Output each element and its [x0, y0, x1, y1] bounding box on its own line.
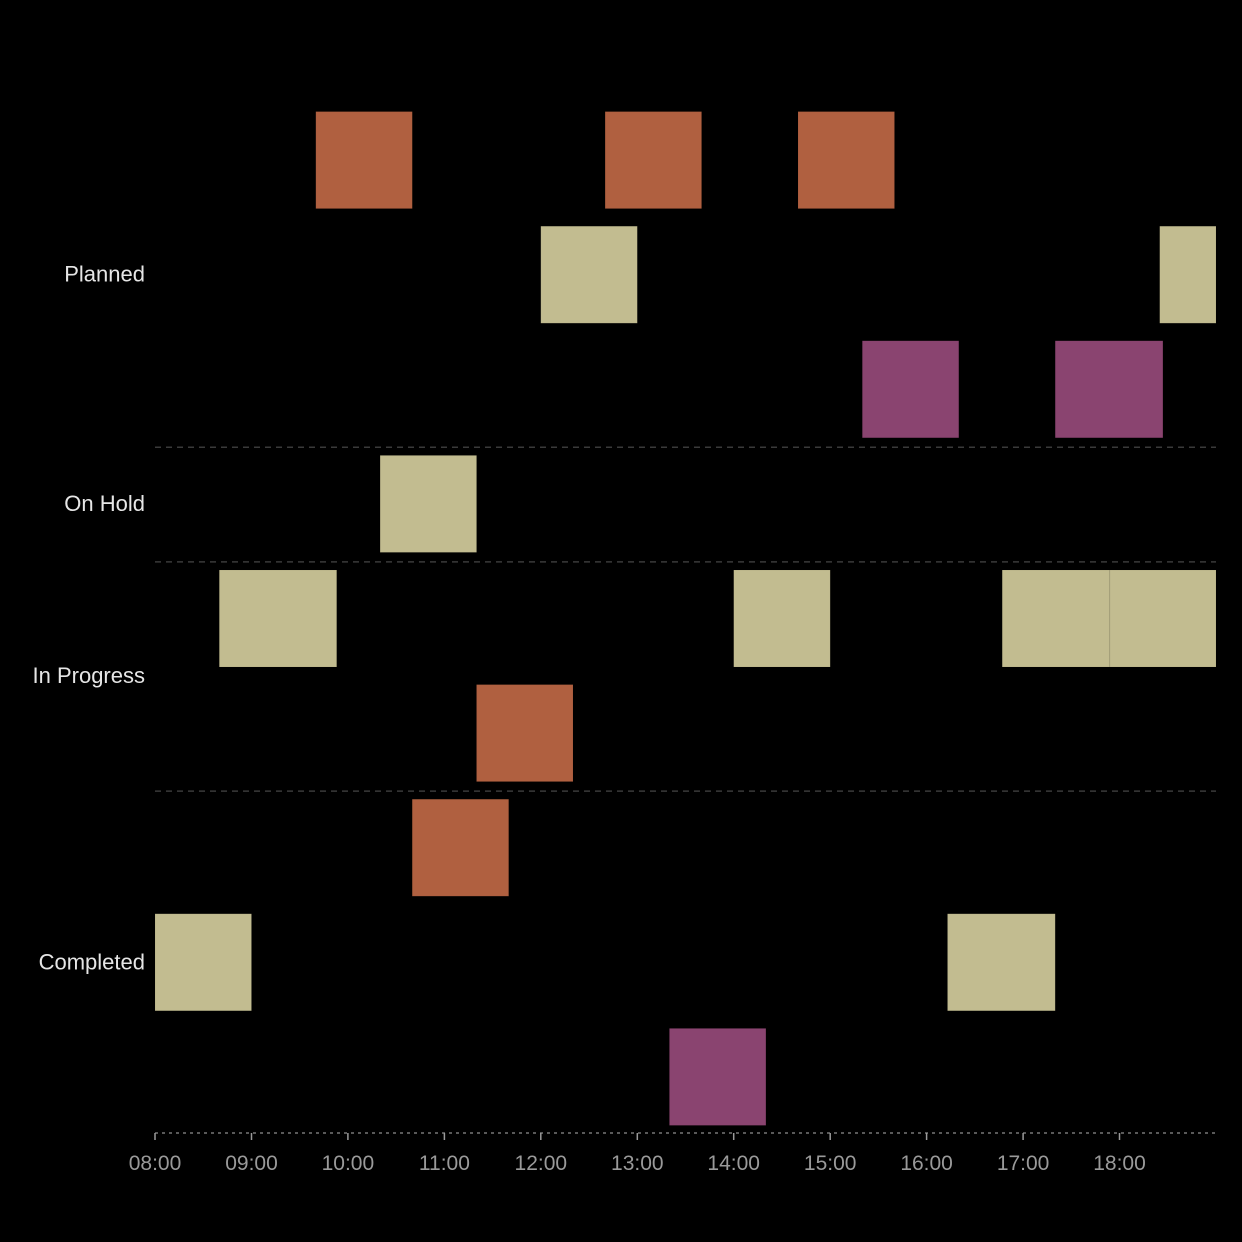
task-bar-in-progress-1-4	[1109, 569, 1217, 668]
task-bar-planned-1-1	[315, 111, 413, 209]
x-tick-label: 13:00	[611, 1152, 664, 1175]
task-bar-in-progress-1-1	[219, 569, 337, 668]
x-tick-label: 12:00	[515, 1152, 568, 1175]
category-labels: Planned On Hold In Progress Completed	[33, 262, 146, 975]
x-tick-label: 17:00	[997, 1152, 1050, 1175]
x-tick-label: 16:00	[900, 1152, 953, 1175]
task-bar-completed-2-1	[154, 913, 252, 1012]
x-tick-label: 11:00	[419, 1152, 470, 1175]
category-label-on-hold: On Hold	[64, 491, 145, 516]
x-tick-label: 14:00	[707, 1152, 760, 1175]
task-bars	[154, 111, 1217, 1126]
category-separators	[155, 446, 1216, 792]
x-tick-label: 10:00	[322, 1152, 375, 1175]
category-label-planned: Planned	[64, 262, 145, 287]
x-tick-label: 08:00	[129, 1152, 182, 1175]
task-bar-completed-3-1	[669, 1028, 767, 1126]
task-bar-in-progress-2-1	[476, 684, 574, 782]
task-bar-in-progress-1-3	[1001, 569, 1111, 668]
x-tick-label: 18:00	[1093, 1152, 1146, 1175]
category-label-completed: Completed	[39, 949, 145, 974]
category-label-in-progress: In Progress	[33, 663, 146, 688]
x-tick-label: 15:00	[804, 1152, 857, 1175]
task-bar-planned-2-2	[1159, 225, 1217, 324]
x-axis: 08:00 09:00 10:00 11:00 12:00 13:00 14:00 15:00…	[129, 1132, 1216, 1175]
task-bar-planned-2-1	[540, 225, 638, 324]
task-bar-completed-2-2	[947, 913, 1056, 1012]
task-bar-planned-1-3	[797, 111, 895, 209]
x-tick-label: 09:00	[225, 1152, 278, 1175]
task-bar-on-hold-1-1	[379, 455, 477, 553]
task-bar-planned-3-1	[862, 340, 960, 439]
task-bar-in-progress-1-2	[733, 569, 831, 668]
task-bar-planned-1-2	[604, 111, 702, 209]
task-bar-planned-3-2	[1054, 340, 1164, 439]
task-bar-completed-1-1	[411, 798, 509, 897]
